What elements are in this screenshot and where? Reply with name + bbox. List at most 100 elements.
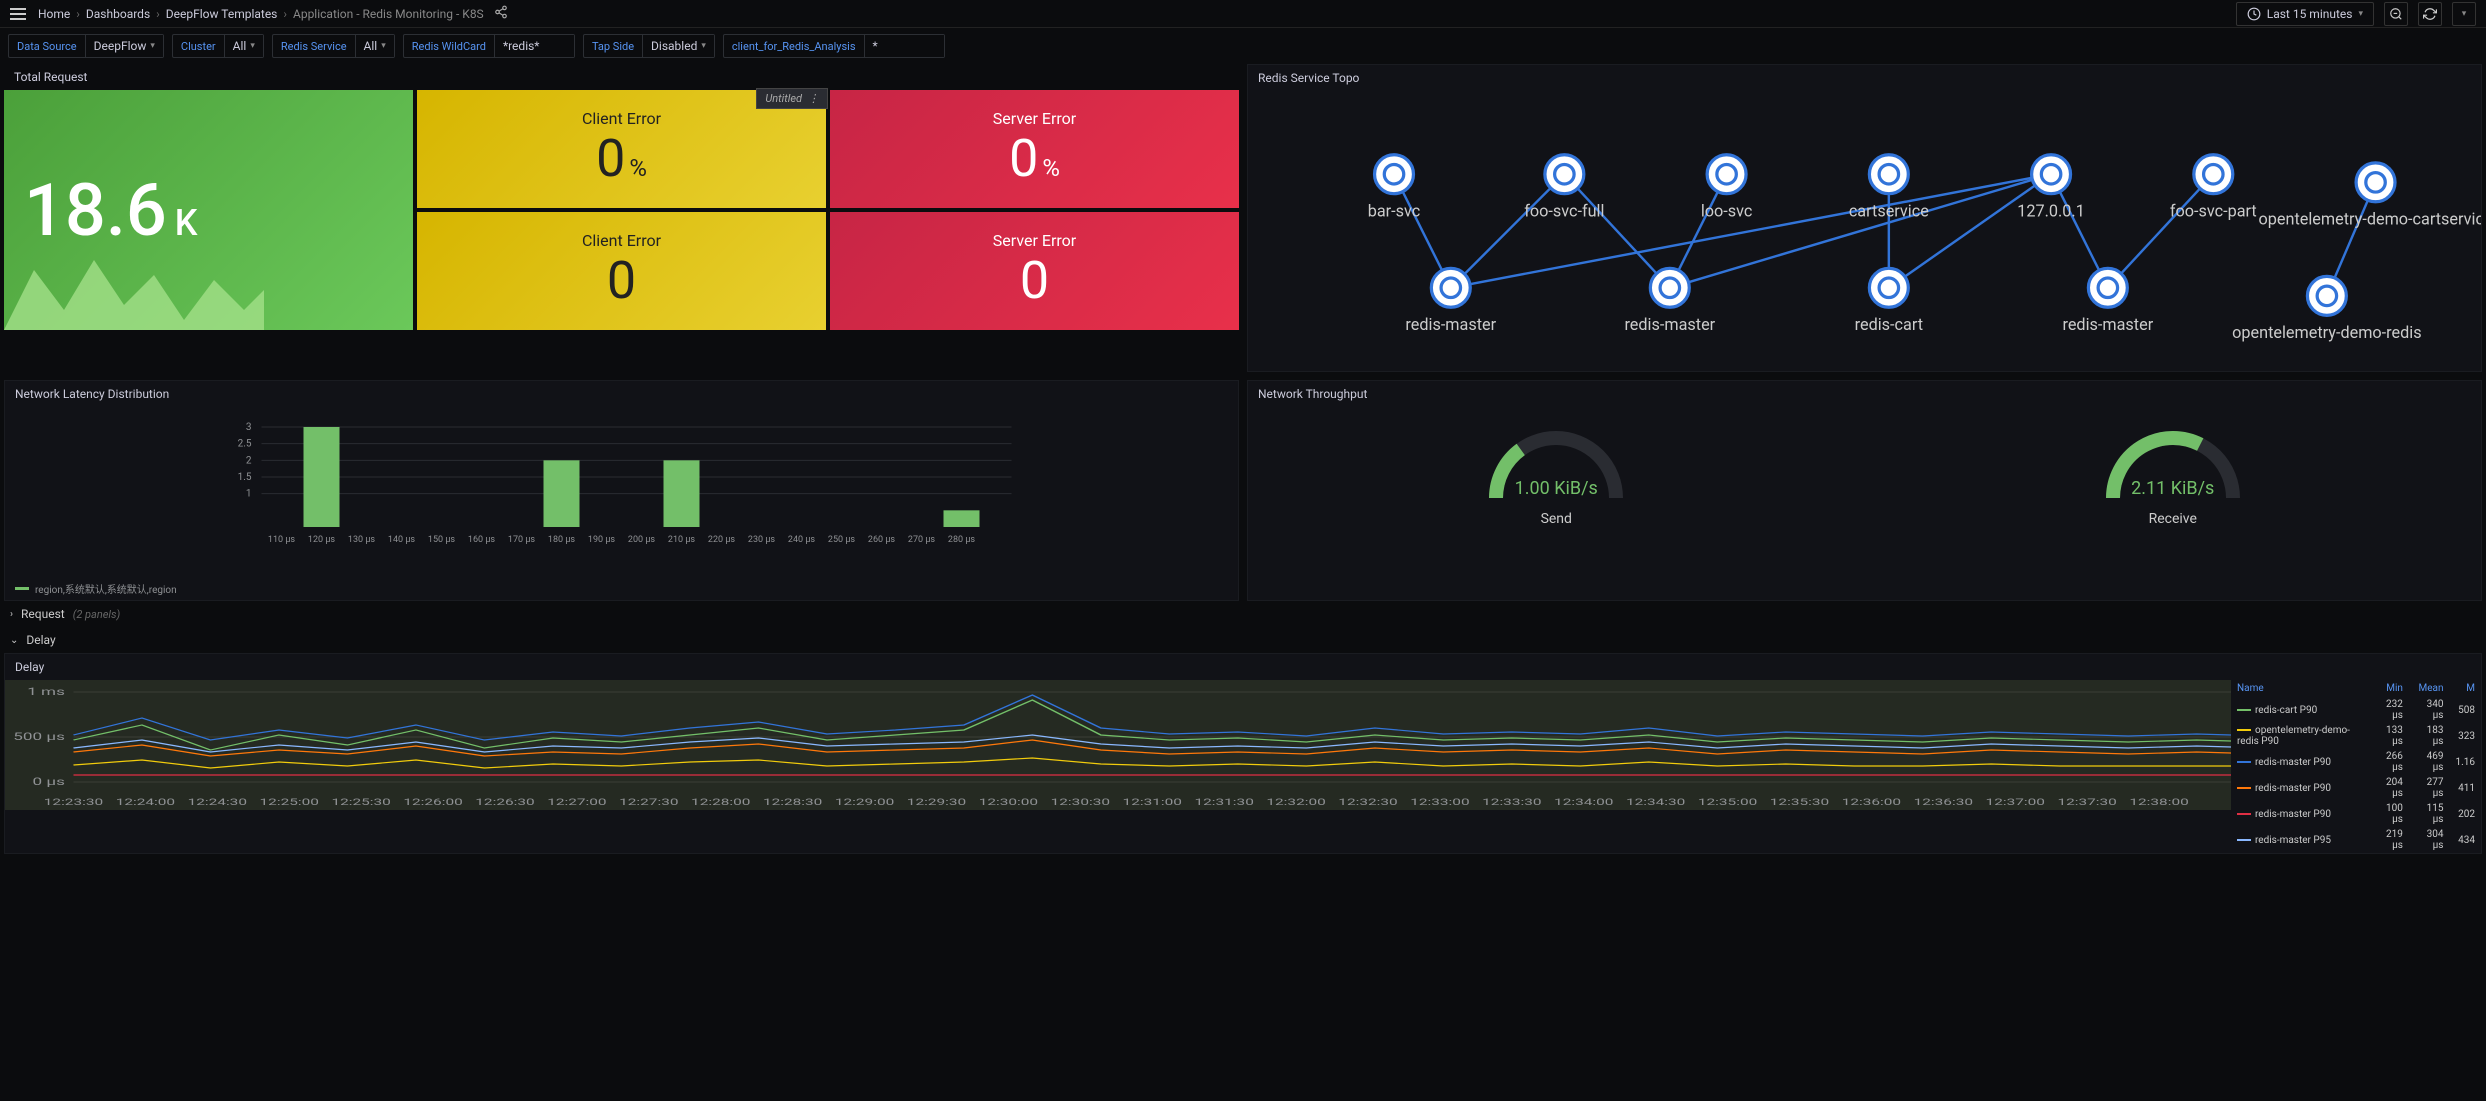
svg-text:12:28:30: 12:28:30 [763,797,822,808]
svg-text:250 µs: 250 µs [828,535,856,545]
svg-text:12:37:00: 12:37:00 [1986,797,2045,808]
svg-text:1: 1 [246,489,252,500]
breadcrumb-current: Application - Redis Monitoring - K8S [293,7,484,21]
svg-text:12:30:00: 12:30:00 [979,797,1038,808]
total-request-panel: Total Request 18.6K Client Error 0% Unti… [4,64,1239,372]
svg-text:opentelemetry-demo-redis: opentelemetry-demo-redis [2232,323,2421,342]
receive-gauge[interactable]: 2.11 KiB/s Receive [2093,418,2253,527]
menu-icon[interactable] [10,8,26,20]
svg-text:12:28:00: 12:28:00 [691,797,750,808]
svg-text:140 µs: 140 µs [388,535,416,545]
svg-text:12:25:30: 12:25:30 [331,797,390,808]
svg-text:12:35:30: 12:35:30 [1770,797,1829,808]
request-row-toggle[interactable]: ›Request(2 panels) [0,601,2486,627]
svg-text:2: 2 [246,455,252,466]
breadcrumb-dashboards[interactable]: Dashboards [86,7,150,21]
svg-text:160 µs: 160 µs [468,535,496,545]
time-range-picker[interactable]: Last 15 minutes ▾ [2236,2,2374,26]
svg-text:210 µs: 210 µs [668,535,696,545]
svg-text:redis-master: redis-master [2062,315,2153,334]
svg-text:12:34:00: 12:34:00 [1554,797,1613,808]
var-tap-side[interactable]: Tap Side Disabled▾ [583,34,715,58]
svg-text:12:32:30: 12:32:30 [1338,797,1397,808]
svg-text:opentelemetry-demo-cartservice: opentelemetry-demo-cartservice [2259,210,2481,229]
svg-text:220 µs: 220 µs [708,535,736,545]
svg-text:12:24:30: 12:24:30 [188,797,247,808]
svg-text:230 µs: 230 µs [748,535,776,545]
svg-text:12:31:30: 12:31:30 [1194,797,1253,808]
svg-text:0 µs: 0 µs [33,776,65,787]
svg-text:foo-svc-full: foo-svc-full [1524,201,1604,220]
svg-text:12:37:30: 12:37:30 [2057,797,2116,808]
client-error-count-stat[interactable]: Client Error 0 [417,212,826,330]
svg-text:1 ms: 1 ms [27,686,65,697]
svg-text:12:29:00: 12:29:00 [835,797,894,808]
throughput-panel: Network Throughput 1.00 KiB/s Send 2.11 … [1247,380,2482,601]
svg-text:redis-cart: redis-cart [1855,315,1923,334]
svg-text:130 µs: 130 µs [348,535,376,545]
delay-panel: Delay 1 ms500 µs0 µs12:23:3012:24:0012:2… [4,653,2482,854]
svg-text:2.5: 2.5 [238,439,252,450]
delay-row-toggle[interactable]: ⌄Delay [0,627,2486,653]
latency-histogram-panel: Network Latency Distribution 32.521.5111… [4,380,1239,601]
zoom-out-icon[interactable] [2384,2,2408,26]
refresh-dropdown-icon[interactable]: ▾ [2452,2,2476,26]
svg-text:1.5: 1.5 [238,472,252,483]
svg-text:270 µs: 270 µs [908,535,936,545]
svg-text:12:35:00: 12:35:00 [1698,797,1757,808]
panel-menu[interactable]: Untitled⋮ [756,88,828,109]
svg-text:redis-master: redis-master [1624,315,1715,334]
topology-graph[interactable]: bar-svc foo-svc-full loo-svc cartservice 127… [1248,91,2481,371]
sparkline-chart [4,250,264,330]
panel-title: Total Request [4,64,1239,90]
send-gauge[interactable]: 1.00 KiB/s Send [1476,418,1636,527]
breadcrumb-home[interactable]: Home [38,7,70,21]
svg-text:127.0.0.1: 127.0.0.1 [2017,201,2085,220]
svg-text:12:34:30: 12:34:30 [1626,797,1685,808]
svg-text:bar-svc: bar-svc [1368,201,1421,220]
svg-text:12:26:00: 12:26:00 [403,797,462,808]
var-redis-service[interactable]: Redis Service All▾ [272,34,395,58]
svg-text:170 µs: 170 µs [508,535,536,545]
total-request-stat[interactable]: 18.6K [4,90,413,330]
clock-icon [2247,7,2261,21]
client-error-pct-stat[interactable]: Client Error 0% Untitled⋮ [417,90,826,208]
svg-text:3: 3 [246,422,252,433]
svg-text:12:25:00: 12:25:00 [260,797,319,808]
svg-text:260 µs: 260 µs [868,535,896,545]
svg-text:foo-svc-part: foo-svc-part [2170,201,2257,220]
svg-text:12:38:00: 12:38:00 [2129,797,2188,808]
svg-text:12:36:00: 12:36:00 [1842,797,1901,808]
svg-text:12:31:00: 12:31:00 [1123,797,1182,808]
svg-text:12:24:00: 12:24:00 [116,797,175,808]
svg-text:12:30:30: 12:30:30 [1051,797,1110,808]
refresh-icon[interactable] [2418,2,2442,26]
share-icon[interactable] [494,5,508,22]
svg-text:12:27:30: 12:27:30 [619,797,678,808]
svg-text:12:23:30: 12:23:30 [44,797,103,808]
var-redis-wildcard[interactable]: Redis WildCard *redis* [403,34,575,58]
svg-text:180 µs: 180 µs [548,535,576,545]
server-error-count-stat[interactable]: Server Error 0 [830,212,1239,330]
svg-text:120 µs: 120 µs [308,535,336,545]
svg-text:loo-svc: loo-svc [1701,201,1753,220]
svg-text:12:27:00: 12:27:00 [547,797,606,808]
breadcrumb: Home › Dashboards › DeepFlow Templates ›… [38,7,484,21]
svg-text:cartservice: cartservice [1849,201,1929,220]
svg-text:12:26:30: 12:26:30 [475,797,534,808]
svg-text:12:32:00: 12:32:00 [1266,797,1325,808]
svg-text:240 µs: 240 µs [788,535,816,545]
topbar: Home › Dashboards › DeepFlow Templates ›… [0,0,2486,28]
var-cluster[interactable]: Cluster All▾ [172,34,264,58]
histogram-legend: region,系统默认,系统默认,region [5,577,1238,600]
server-error-pct-stat[interactable]: Server Error 0% [830,90,1239,208]
breadcrumb-templates[interactable]: DeepFlow Templates [166,7,278,21]
var-client[interactable]: client_for_Redis_Analysis * [723,34,945,58]
svg-text:190 µs: 190 µs [588,535,616,545]
var-data-source[interactable]: Data Source DeepFlow▾ [8,34,164,58]
svg-text:redis-master: redis-master [1405,315,1496,334]
svg-text:12:33:00: 12:33:00 [1410,797,1469,808]
svg-text:12:29:30: 12:29:30 [907,797,966,808]
delay-chart[interactable]: 1 ms500 µs0 µs12:23:3012:24:0012:24:3012… [5,680,2231,810]
histogram-chart[interactable]: 32.521.51110 µs120 µs130 µs140 µs150 µs1… [15,417,1228,547]
